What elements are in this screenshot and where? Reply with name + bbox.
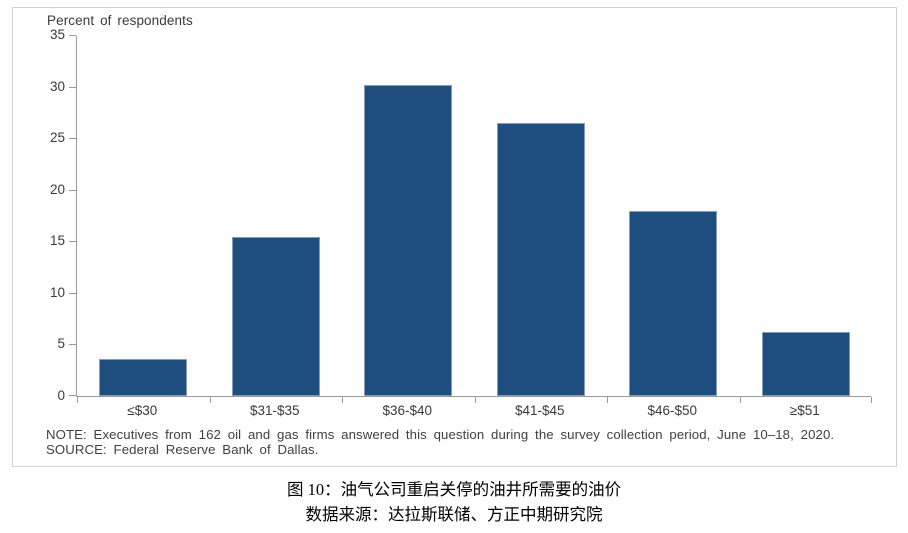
bar-$36-$40: [364, 85, 453, 396]
x-tick-mark: [77, 397, 78, 403]
y-tick-mark: [69, 395, 76, 396]
x-tick-mark: [210, 397, 211, 403]
note-text: NOTE: Executives from 162 oil and gas fi…: [46, 427, 835, 442]
x-axis-labels: ≤$30 $31-$35 $36-$40 $41-$45 $46-$50 ≥$51: [76, 403, 871, 421]
x-tick-mark: [871, 397, 872, 403]
bar-$46-$50: [629, 211, 718, 396]
bar-≤$30: [99, 359, 188, 396]
caption-line-2: 数据来源：达拉斯联储、方正中期研究院: [305, 505, 603, 524]
x-axis-label: $41-$45: [514, 403, 565, 418]
y-tick-label: 25: [49, 130, 65, 146]
plot-area: 0 5 10 15 20 25 30 35: [50, 27, 872, 403]
y-tick-mark: [69, 138, 76, 140]
x-axis-label: $36-$40: [382, 403, 433, 418]
x-axis-label: $31-$35: [249, 403, 300, 418]
y-tick-label: 30: [49, 78, 65, 94]
y-tick-mark: [69, 189, 76, 191]
y-tick-label: 10: [49, 284, 65, 300]
y-tick-mark: [69, 35, 76, 36]
x-axis-label: ≤$30: [127, 403, 158, 418]
bar-≥$51: [761, 332, 850, 396]
y-tick-mark: [69, 344, 76, 346]
y-tick-label: 0: [57, 388, 65, 403]
x-axis-label: ≥$51: [789, 403, 820, 418]
x-tick-mark: [342, 397, 343, 403]
y-tick-label: 35: [49, 27, 65, 42]
y-tick-mark: [69, 241, 76, 243]
bar-$31-$35: [231, 237, 320, 396]
y-tick-label: 20: [49, 181, 65, 197]
x-tick-mark: [607, 397, 608, 403]
figure-frame: Percent of respondents 0 5 10 15 20 25 30 35 ≤$…: [12, 7, 897, 467]
bar-$41-$45: [496, 123, 585, 396]
source-text: SOURCE: Federal Reserve Bank of Dallas.: [46, 442, 319, 457]
y-tick-mark: [69, 86, 76, 88]
chart-title: Percent of respondents: [47, 13, 193, 28]
x-tick-mark: [475, 397, 476, 403]
x-tick-mark: [740, 397, 741, 403]
note-block: NOTE: Executives from 162 oil and gas fi…: [46, 427, 876, 457]
y-tick-mark: [69, 292, 76, 294]
y-tick-label: 5: [57, 336, 65, 352]
x-axis-label: $46-$50: [647, 403, 698, 418]
y-tick-label: 15: [49, 233, 65, 249]
caption-line-1: 图 10：油气公司重启关停的油井所需要的油价: [286, 480, 622, 499]
